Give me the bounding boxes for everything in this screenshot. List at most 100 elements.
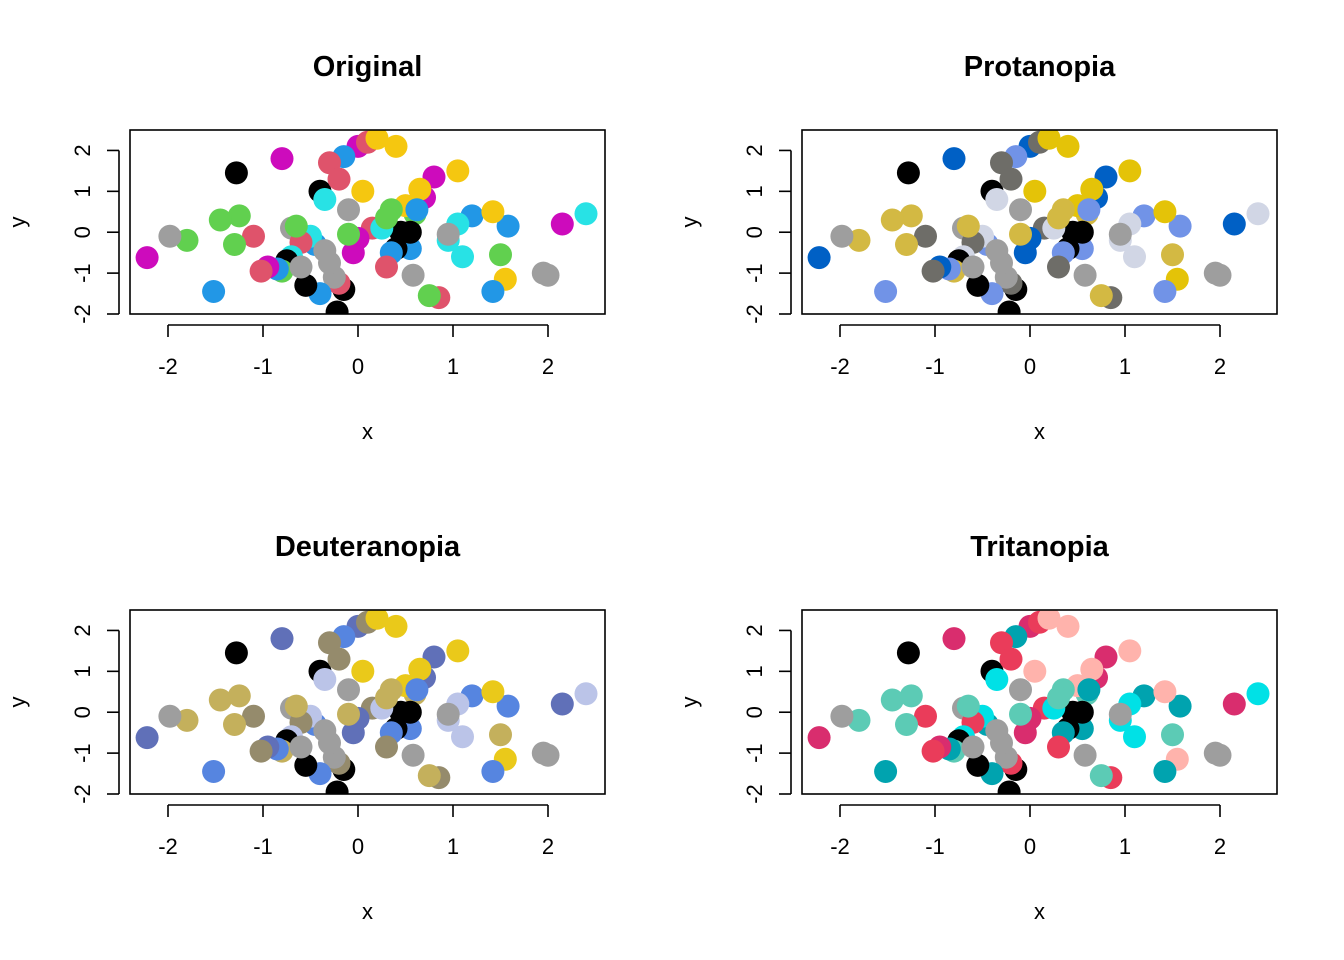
data-point: [550, 212, 574, 236]
panel-title: Original: [313, 51, 423, 83]
y-tick-label: 2: [70, 624, 95, 636]
y-tick-label: -2: [742, 784, 767, 804]
data-point: [1153, 680, 1177, 704]
data-point: [1080, 657, 1104, 681]
data-point: [135, 726, 159, 750]
x-tick-label: 2: [1214, 354, 1226, 379]
data-point: [942, 627, 966, 651]
data-point: [880, 208, 904, 232]
y-tick-label: 1: [742, 665, 767, 677]
data-point: [270, 627, 294, 651]
scatter-panel-protanopia: Protanopia -2 -1 0 1 2 -2 -1 0 1 2 x y: [677, 51, 1278, 444]
data-point: [294, 753, 318, 777]
data-point: [574, 202, 598, 226]
data-point: [313, 719, 337, 743]
y-tick-label: -1: [70, 263, 95, 283]
data-point: [942, 147, 966, 171]
data-point: [895, 713, 918, 736]
data-point: [1161, 243, 1184, 267]
data-point: [313, 239, 337, 263]
data-point: [365, 610, 389, 630]
data-point: [313, 188, 337, 211]
data-point: [365, 130, 389, 150]
data-point: [921, 259, 945, 283]
panel-title: Tritanopia: [970, 531, 1109, 563]
panel-title: Deuteranopia: [275, 531, 461, 563]
data-point: [1037, 130, 1061, 150]
data-point: [896, 161, 920, 185]
data-point: [1056, 134, 1080, 158]
data-point: [1013, 721, 1037, 745]
data-point: [408, 657, 432, 681]
data-point: [1222, 212, 1246, 236]
data-point: [531, 741, 555, 765]
data-point: [408, 177, 432, 201]
data-point: [1077, 198, 1101, 222]
x-tick-label: 1: [447, 834, 459, 859]
x-axis-label: x: [1034, 419, 1045, 444]
data-point: [351, 179, 375, 203]
data-point: [1246, 202, 1270, 226]
data-point: [227, 204, 251, 228]
y-tick-label: 0: [742, 226, 767, 238]
x-axis-label: x: [362, 899, 373, 924]
data-point: [956, 694, 980, 718]
data-point: [985, 188, 1009, 211]
data-point: [1056, 614, 1080, 638]
data-point: [208, 208, 232, 232]
y-tick-label: 1: [742, 185, 767, 197]
data-point: [249, 739, 273, 763]
x-tick-label: -2: [830, 834, 850, 859]
data-point: [921, 739, 945, 763]
data-point: [384, 614, 408, 638]
data-point: [956, 214, 980, 238]
data-point: [807, 246, 831, 270]
points-layer: [807, 130, 1270, 314]
data-point: [327, 167, 351, 191]
y-tick-label: -1: [742, 263, 767, 283]
scatter-panel-original: Original -2 -1 0 1 2 -2 -1 0 1 2 x y: [5, 51, 606, 444]
data-point: [313, 668, 337, 691]
x-tick-label: 1: [1119, 834, 1131, 859]
data-point: [874, 280, 898, 303]
scatter-panel-tritanopia: Tritanopia -2 -1 0 1 2 -2 -1 0 1 2 x y: [677, 531, 1278, 924]
data-point: [1023, 659, 1047, 683]
data-point: [375, 255, 398, 279]
y-tick-label: 2: [742, 144, 767, 156]
data-point: [1153, 200, 1177, 224]
data-point: [325, 300, 349, 314]
x-axis-label: x: [1034, 899, 1045, 924]
data-point: [223, 233, 246, 256]
data-point: [294, 273, 318, 297]
plot-frame: [801, 609, 1278, 795]
data-point: [830, 224, 854, 248]
y-axis-label: y: [677, 697, 702, 708]
data-point: [375, 206, 398, 230]
points-layer: [135, 130, 598, 314]
data-point: [1080, 177, 1104, 201]
data-point: [405, 198, 429, 222]
x-tick-label: -2: [830, 354, 850, 379]
data-point: [208, 688, 232, 712]
data-point: [337, 222, 360, 246]
data-point: [284, 214, 308, 238]
data-point: [224, 161, 248, 185]
data-point: [1013, 241, 1037, 265]
data-point: [224, 641, 248, 665]
y-axis-label: y: [5, 217, 30, 228]
data-point: [1108, 702, 1132, 726]
data-point: [1047, 206, 1070, 230]
data-point: [1047, 735, 1070, 759]
data-point: [1118, 639, 1142, 663]
data-point: [1168, 214, 1192, 238]
data-point: [481, 680, 505, 704]
data-point: [337, 678, 360, 702]
data-point: [999, 167, 1023, 191]
points-layer: [807, 610, 1270, 794]
data-point: [351, 659, 375, 683]
data-point: [985, 239, 1009, 263]
x-tick-label: 0: [1024, 354, 1036, 379]
x-tick-label: 0: [352, 834, 364, 859]
data-point: [481, 200, 505, 224]
